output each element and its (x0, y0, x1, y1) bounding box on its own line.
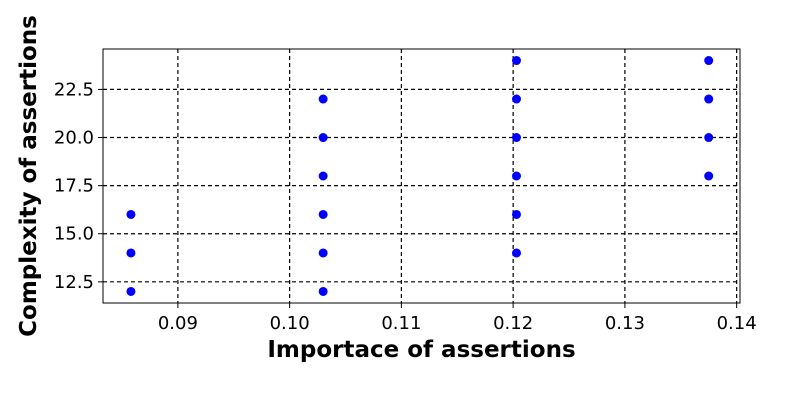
y-tick-label: 20.0 (54, 128, 94, 149)
x-tick-label: 0.09 (158, 313, 198, 334)
x-axis-label: Importace of assertions (267, 337, 575, 363)
scatter-point (511, 248, 521, 258)
scatter-point (511, 56, 521, 66)
scatter-point (318, 171, 328, 181)
x-tick-label: 0.12 (493, 313, 533, 334)
scatter-point (704, 94, 714, 104)
scatter-point (318, 94, 328, 104)
scatter-point (511, 94, 521, 104)
grid-lines (103, 49, 740, 303)
scatter-point (126, 209, 136, 219)
scatter-point (511, 209, 521, 219)
x-tick-label: 0.10 (270, 313, 310, 334)
y-tick-label: 15.0 (54, 224, 94, 245)
x-tick-label: 0.11 (381, 313, 421, 334)
scatter-point (318, 209, 328, 219)
scatter-point (318, 248, 328, 258)
y-tick-label: 22.5 (54, 79, 94, 100)
scatter-point (318, 286, 328, 296)
y-tick-label: 17.5 (54, 176, 94, 197)
scatter-point (511, 171, 521, 181)
scatter-point (511, 133, 521, 143)
scatter-point (126, 286, 136, 296)
scatter-point (126, 248, 136, 258)
plot-area-frame (102, 48, 741, 304)
data-points (126, 56, 714, 296)
x-tick-label: 0.14 (717, 313, 757, 334)
scatter-point (318, 133, 328, 143)
axis-ticks: 0.09 0.10 0.11 0.12 0.13 0.14 12.5 15.0 17.5 20.0… (54, 79, 757, 334)
y-axis-label: Complexity of assertions (16, 15, 42, 337)
scatter-point (704, 171, 714, 181)
y-tick-label: 12.5 (54, 272, 94, 293)
scatter-point (704, 133, 714, 143)
x-tick-label: 0.13 (605, 313, 645, 334)
scatter-point (704, 56, 714, 66)
